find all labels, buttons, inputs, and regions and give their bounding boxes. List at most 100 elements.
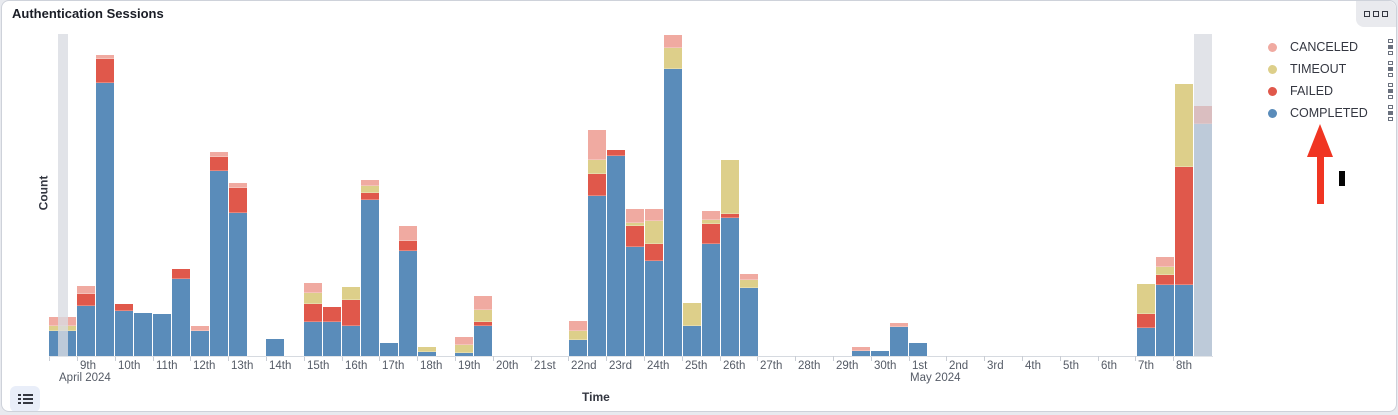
axis-tick <box>531 356 532 361</box>
stacked-bar[interactable] <box>890 323 908 356</box>
stacked-bar[interactable] <box>361 180 379 356</box>
axis-tick <box>493 356 494 361</box>
canceled-segment <box>626 209 644 223</box>
arrow-shaft <box>1316 157 1324 204</box>
failed-segment <box>474 322 492 326</box>
timeout-segment <box>1137 284 1155 314</box>
stacked-bar[interactable] <box>607 150 625 356</box>
stacked-bar[interactable] <box>304 283 322 356</box>
axis-tick <box>795 356 796 361</box>
x-tick-label: 20th <box>496 360 519 372</box>
legend-item-timeout[interactable]: TIMEOUT <box>1268 58 1395 80</box>
stacked-bar[interactable] <box>172 269 190 356</box>
stacked-bar[interactable] <box>871 351 889 356</box>
stacked-bar[interactable] <box>721 160 739 356</box>
completed-segment <box>191 331 209 356</box>
failed-segment <box>210 157 228 171</box>
failed-segment <box>323 307 341 322</box>
panel-options-button[interactable] <box>1356 1 1396 27</box>
completed-segment <box>890 327 908 356</box>
legend-toggle-button[interactable] <box>10 386 40 411</box>
stacked-bar[interactable] <box>266 339 284 356</box>
legend-item-canceled[interactable]: CANCELED <box>1268 36 1395 58</box>
completed-segment <box>210 171 228 356</box>
timeout-segment <box>740 280 758 288</box>
x-tick-label: 9th <box>80 360 96 372</box>
completed-segment <box>871 351 889 356</box>
canceled-segment <box>1156 257 1174 267</box>
x-tick-label: 14th <box>269 360 292 372</box>
canceled-segment <box>96 55 114 59</box>
stacked-bar[interactable] <box>418 347 436 356</box>
canceled-segment <box>569 321 587 331</box>
canceled-segment <box>588 130 606 160</box>
timeout-segment <box>569 331 587 340</box>
canceled-segment <box>664 35 682 48</box>
completed-segment <box>1156 285 1174 356</box>
failed-segment <box>588 174 606 196</box>
x-tick-label: 10th <box>118 360 141 372</box>
legend-label: CANCELED <box>1290 40 1359 54</box>
stacked-bar[interactable] <box>115 304 133 356</box>
timeout-segment <box>1175 84 1193 167</box>
stacked-bar[interactable] <box>323 307 341 356</box>
legend-item-actions-icon[interactable] <box>1386 37 1395 57</box>
stacked-bar[interactable] <box>1137 284 1155 356</box>
stacked-bar[interactable] <box>683 303 701 356</box>
legend-item-actions-icon[interactable] <box>1386 59 1395 79</box>
partial-bucket-band <box>1194 34 1212 356</box>
axis-tick <box>568 356 569 361</box>
stacked-bar[interactable] <box>1156 257 1174 356</box>
stacked-bar[interactable] <box>77 286 95 356</box>
stacked-bar[interactable] <box>645 209 663 356</box>
x-tick-label: 16th <box>345 360 368 372</box>
legend-item-completed[interactable]: COMPLETED <box>1268 102 1395 124</box>
failed-segment <box>626 226 644 247</box>
completed-segment <box>418 352 436 356</box>
completed-segment <box>172 279 190 356</box>
stacked-bar[interactable] <box>626 209 644 356</box>
completed-segment <box>645 261 663 356</box>
stacked-bar[interactable] <box>153 314 171 356</box>
timeout-segment <box>702 220 720 224</box>
axis-tick <box>984 356 985 361</box>
stacked-bar[interactable] <box>210 152 228 356</box>
failed-segment <box>607 150 625 156</box>
legend-item-failed[interactable]: FAILED <box>1268 80 1395 102</box>
canceled-segment <box>645 209 663 221</box>
legend-dot-icon <box>1268 108 1277 118</box>
stacked-bar[interactable] <box>380 343 398 356</box>
stacked-bar[interactable] <box>342 287 360 356</box>
stacked-bar[interactable] <box>191 326 209 356</box>
legend-item-actions-icon[interactable] <box>1386 103 1395 123</box>
stacked-bar[interactable] <box>569 321 587 356</box>
axis-tick <box>1135 356 1136 361</box>
x-tick-label: 8th <box>1176 360 1192 372</box>
stacked-bar[interactable] <box>740 274 758 356</box>
failed-segment <box>361 193 379 200</box>
stacked-bar[interactable] <box>455 337 473 356</box>
stacked-bar[interactable] <box>96 55 114 356</box>
stacked-bar[interactable] <box>664 35 682 356</box>
x-tick-label: 4th <box>1025 360 1041 372</box>
legend-dot-icon <box>1268 86 1277 96</box>
timeout-segment <box>455 345 473 353</box>
legend-item-actions-icon[interactable] <box>1386 81 1395 101</box>
stacked-bar[interactable] <box>588 130 606 356</box>
stacked-bar[interactable] <box>702 211 720 356</box>
stacked-bar[interactable] <box>1175 84 1193 356</box>
completed-segment <box>740 288 758 356</box>
canceled-segment <box>399 226 417 241</box>
failed-segment <box>399 241 417 251</box>
stacked-bar[interactable] <box>474 296 492 356</box>
stacked-bar[interactable] <box>852 347 870 356</box>
stacked-bar[interactable] <box>909 343 927 356</box>
stacked-bar[interactable] <box>399 226 417 356</box>
stacked-bar[interactable] <box>229 183 247 356</box>
timeout-segment <box>645 221 663 244</box>
axis-tick <box>682 356 683 361</box>
axis-tick <box>266 356 267 361</box>
partial-bucket-band <box>58 34 68 356</box>
stacked-bar[interactable] <box>134 313 152 356</box>
completed-segment <box>455 353 473 356</box>
